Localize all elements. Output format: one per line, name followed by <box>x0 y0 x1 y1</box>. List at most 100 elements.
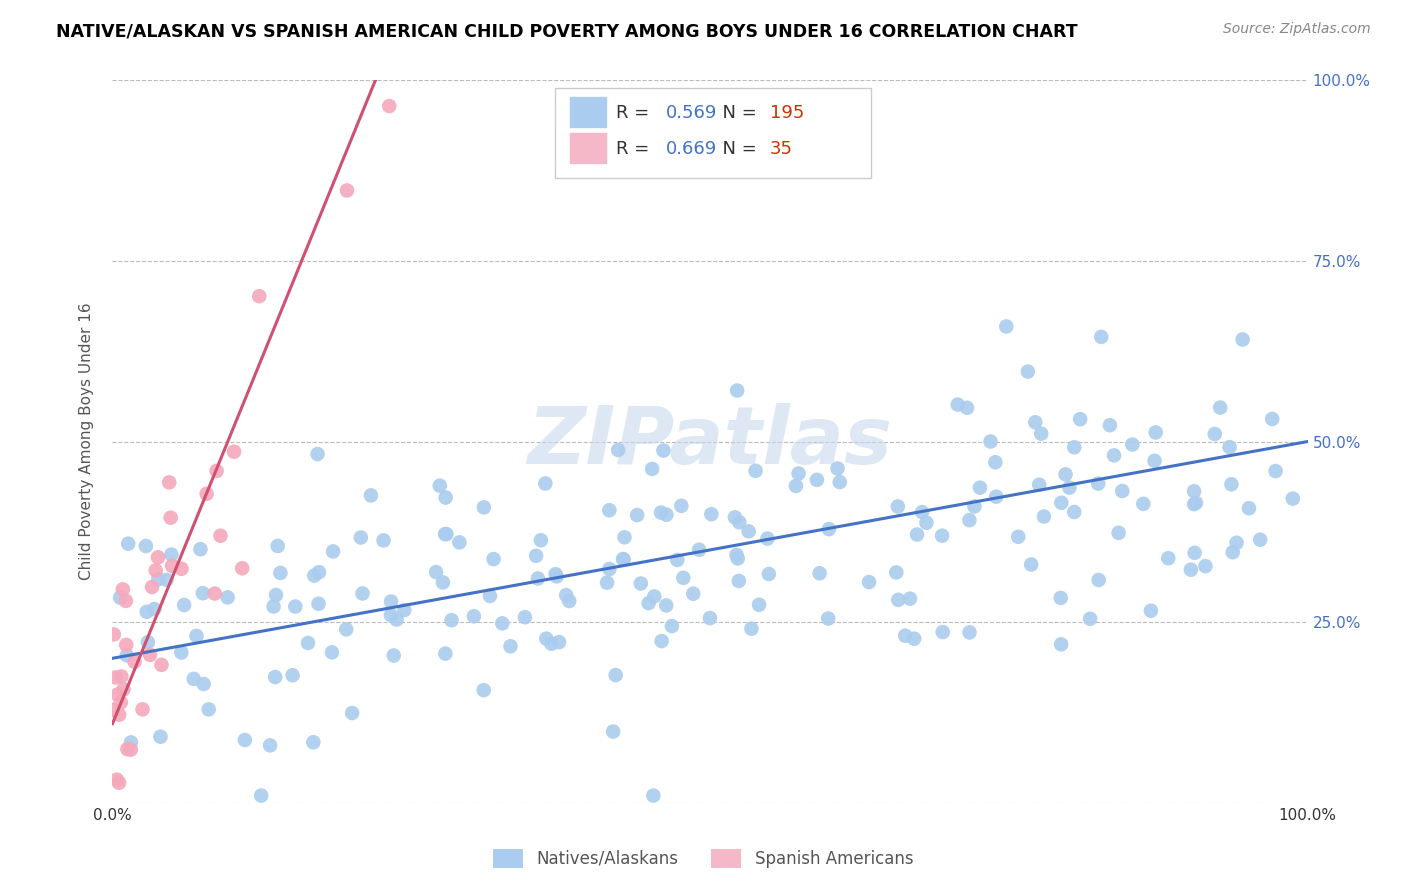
Point <box>740 622 762 636</box>
Point <box>1144 425 1167 440</box>
Point <box>787 467 810 481</box>
Point <box>195 487 218 501</box>
Point <box>1019 558 1042 572</box>
Point <box>963 500 986 514</box>
Text: N =: N = <box>711 103 762 122</box>
Point <box>607 443 630 458</box>
Point <box>672 571 695 585</box>
Point <box>145 563 167 577</box>
Point <box>931 529 953 543</box>
Point <box>1220 477 1243 491</box>
Point <box>160 558 183 573</box>
Y-axis label: Child Poverty Among Boys Under 16: Child Poverty Among Boys Under 16 <box>79 302 94 581</box>
Point <box>808 566 831 581</box>
Point <box>335 623 357 637</box>
Point <box>385 613 408 627</box>
Point <box>482 552 505 566</box>
Point <box>661 619 683 633</box>
Point <box>536 632 558 646</box>
Point <box>650 506 672 520</box>
Point <box>193 677 215 691</box>
Point <box>143 602 166 616</box>
Point <box>980 434 1002 449</box>
Point <box>1050 637 1073 651</box>
Point <box>613 552 636 566</box>
Point <box>596 575 619 590</box>
Point <box>524 549 547 563</box>
Point <box>1182 484 1205 499</box>
Point <box>222 444 245 458</box>
Point <box>259 739 281 753</box>
Point <box>1261 412 1284 426</box>
Point <box>233 733 256 747</box>
Point <box>858 575 880 590</box>
Point <box>120 742 142 756</box>
Text: ZIPatlas: ZIPatlas <box>527 402 893 481</box>
Point <box>651 634 673 648</box>
Point <box>112 682 135 697</box>
Point <box>136 635 159 649</box>
Point <box>555 588 578 602</box>
Point <box>434 527 457 541</box>
Point <box>1031 426 1053 441</box>
Point <box>1185 496 1208 510</box>
Point <box>436 527 458 541</box>
Point <box>1102 449 1125 463</box>
Point <box>146 550 169 565</box>
Point <box>1180 563 1202 577</box>
Point <box>264 670 287 684</box>
Point <box>107 688 129 702</box>
Point <box>472 500 495 515</box>
Point <box>425 565 447 579</box>
Legend: Natives/Alaskans, Spanish Americans: Natives/Alaskans, Spanish Americans <box>486 842 920 875</box>
Text: R =: R = <box>616 140 655 158</box>
Point <box>108 591 131 605</box>
Point <box>308 597 330 611</box>
Point <box>548 635 571 649</box>
Point <box>463 609 485 624</box>
Point <box>117 537 139 551</box>
Point <box>727 551 749 566</box>
Point <box>1222 545 1244 559</box>
Point <box>527 572 550 586</box>
Point <box>1017 365 1039 379</box>
Point <box>932 625 955 640</box>
Point <box>1264 464 1286 478</box>
Point <box>602 724 624 739</box>
Point <box>905 527 928 541</box>
Point <box>307 447 329 461</box>
Point <box>304 568 326 582</box>
Point <box>108 776 131 790</box>
Point <box>598 562 620 576</box>
Point <box>748 598 770 612</box>
Point <box>1232 333 1254 347</box>
Point <box>170 645 193 659</box>
Point <box>957 513 980 527</box>
Point <box>1182 497 1205 511</box>
Point <box>785 479 807 493</box>
Text: R =: R = <box>616 103 655 122</box>
Point <box>284 599 307 614</box>
Point <box>1194 559 1216 574</box>
Point <box>449 535 471 549</box>
Point <box>105 772 128 787</box>
Point <box>688 542 710 557</box>
Text: N =: N = <box>711 140 762 158</box>
Point <box>827 461 849 475</box>
Point <box>1028 477 1050 491</box>
Point <box>1204 427 1226 442</box>
Point <box>817 611 839 625</box>
Point <box>186 629 208 643</box>
Point <box>737 524 759 539</box>
Point <box>756 532 779 546</box>
Point <box>1219 440 1241 454</box>
Point <box>217 591 239 605</box>
Point <box>758 566 780 581</box>
Point <box>440 613 463 627</box>
Point <box>986 490 1008 504</box>
Point <box>173 598 195 612</box>
Point <box>911 505 934 519</box>
Point <box>544 567 567 582</box>
Point <box>150 657 173 672</box>
Point <box>546 569 568 583</box>
